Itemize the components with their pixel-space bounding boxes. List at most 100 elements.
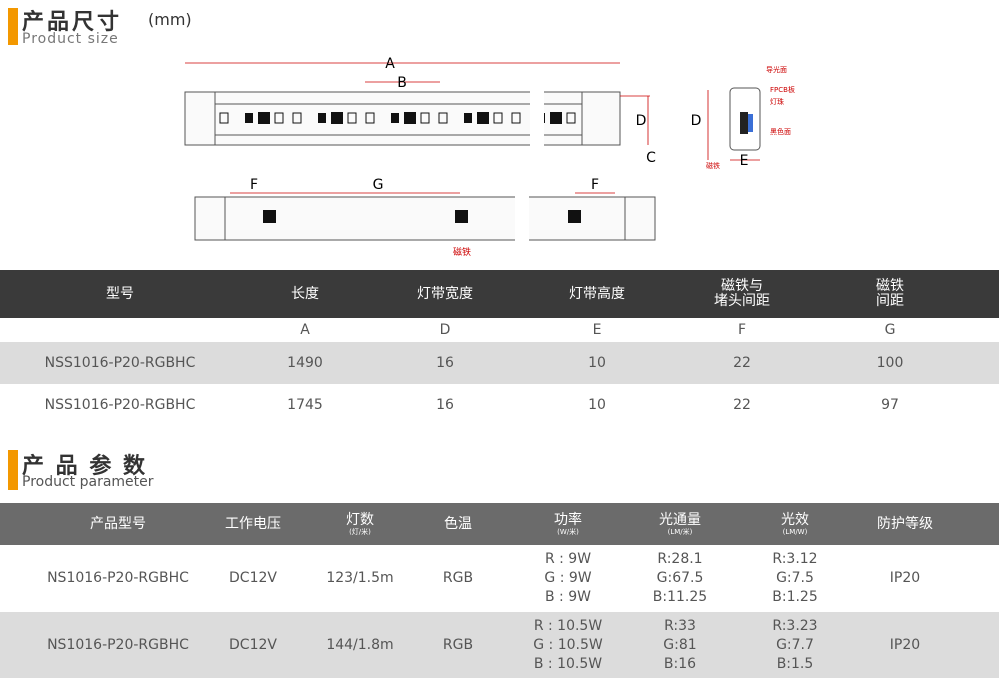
- cell-line: F: [737, 321, 747, 338]
- cell-line: NSS1016-P20-RGBHC: [44, 396, 196, 413]
- accent-bar: [8, 450, 18, 490]
- table-cell: NS1016-P20-RGBHC: [38, 545, 198, 612]
- header-line: (灯/米): [349, 527, 371, 536]
- cell-line: NS1016-P20-RGBHC: [47, 637, 189, 653]
- cell-line: 22: [733, 396, 751, 413]
- diagram-note: 导光面: [766, 65, 787, 74]
- cell-line: RGB: [442, 570, 474, 586]
- cell-line: 97: [881, 396, 899, 413]
- section-title: 产品尺寸: [22, 10, 123, 35]
- section-subtitle: Product size: [22, 31, 119, 47]
- header-line: 工作电压: [225, 516, 281, 532]
- cell-line: 10: [588, 396, 606, 413]
- diagram-note: FPCB板: [770, 85, 795, 94]
- table-header: 防护等级: [825, 503, 985, 545]
- led: [550, 112, 562, 124]
- table-header: 磁铁与 堵头间距: [662, 270, 822, 318]
- table-cell: 1490: [225, 342, 385, 384]
- header-line: (W/米): [557, 527, 579, 536]
- cell-line: 10: [588, 354, 606, 371]
- ic: [245, 113, 253, 123]
- cell-line: 100: [876, 354, 904, 371]
- table-cell: D: [365, 318, 525, 342]
- cell-line: G:7.7: [776, 637, 814, 653]
- dimension-label: C: [646, 150, 656, 166]
- table-header: 光通量 (LM/米): [600, 503, 760, 545]
- table-cell: 123/1.5m: [280, 545, 440, 612]
- ic: [274, 112, 284, 124]
- table-cell: 22: [662, 384, 822, 426]
- cell-line: NS1016-P20-RGBHC: [47, 570, 189, 586]
- section-subtitle: Product parameter: [22, 474, 154, 490]
- cell-line: R : 9W: [544, 551, 592, 567]
- cell-line: B : 9W: [545, 589, 591, 605]
- unit: (mm): [148, 10, 192, 29]
- header-line: (LM/米): [667, 527, 693, 536]
- table-cell: NSS1016-P20-RGBHC: [40, 384, 200, 426]
- header-line: 功率: [554, 511, 582, 528]
- table-cell: RGB: [378, 612, 538, 679]
- cell-line: NSS1016-P20-RGBHC: [44, 354, 196, 371]
- table-cell: F: [662, 318, 822, 342]
- header-line: 防护等级: [877, 516, 933, 532]
- cell-line: R:33: [664, 618, 696, 634]
- cell-line: 1490: [287, 354, 323, 371]
- table-cell: RGB: [378, 545, 538, 612]
- cell-line: 磁铁: [876, 278, 904, 294]
- cell-line: 长度: [291, 285, 319, 302]
- cell-line: G:81: [663, 637, 697, 653]
- table-cell: 22: [662, 342, 822, 384]
- cell-line: 1745: [287, 396, 323, 413]
- table-header: 型号: [40, 270, 200, 318]
- cell-line: 16: [436, 396, 454, 413]
- cell-line: RGB: [442, 637, 474, 653]
- cell-line: B : 10.5W: [533, 656, 603, 672]
- table-cell: R:3.23 G:7.7 B:1.5: [715, 612, 875, 679]
- cell-line: B:1.5: [776, 656, 814, 672]
- table-cell: 144/1.8m: [280, 612, 440, 679]
- led: [258, 112, 270, 124]
- led: [511, 112, 521, 124]
- table-cell: 10: [517, 384, 677, 426]
- row-band: [0, 342, 999, 384]
- table-cell: 100: [810, 342, 970, 384]
- header-line: 光效: [781, 511, 809, 528]
- table-cell: R : 9W G : 9W B : 9W: [488, 545, 648, 612]
- dimension-label: D: [636, 113, 647, 129]
- table-cell: R:3.12 G:7.5 B:1.25: [715, 545, 875, 612]
- dimension-label: E: [740, 153, 749, 169]
- cell-line: DC12V: [229, 570, 277, 586]
- cell-line: 间距: [876, 293, 904, 309]
- table-cell: R : 10.5W G : 10.5W B : 10.5W: [488, 612, 648, 679]
- table-cell: IP20: [825, 545, 985, 612]
- ic: [391, 113, 399, 123]
- ic: [464, 113, 472, 123]
- dimension-label: G: [373, 177, 384, 193]
- dimension-label: A: [385, 56, 395, 72]
- table-cell: NS1016-P20-RGBHC: [38, 612, 198, 679]
- ic: [420, 112, 430, 124]
- table-header: 光效 (LM/W): [715, 503, 875, 545]
- dimension-label: F: [591, 177, 599, 193]
- table-cell: 1745: [225, 384, 385, 426]
- table-cell: 16: [365, 342, 525, 384]
- cell-line: B:16: [663, 656, 697, 672]
- table-cell: 97: [810, 384, 970, 426]
- header-line: 色温: [444, 516, 472, 532]
- cell-line: IP20: [889, 570, 921, 586]
- cell-line: G:7.5: [776, 570, 814, 586]
- table-header: 灯带高度: [517, 270, 677, 318]
- cell-line: E: [592, 321, 602, 338]
- diagram-note: 磁铁: [453, 246, 471, 258]
- diagram-note: 灯珠: [770, 97, 784, 106]
- section-title: 产 品 参 数: [22, 454, 147, 479]
- cell-line: R:3.12: [772, 551, 818, 567]
- header-line: 光通量: [659, 511, 701, 528]
- ic: [566, 112, 576, 124]
- table-cell: 16: [365, 384, 525, 426]
- cell-line: 灯带高度: [569, 285, 625, 302]
- table-header: 功率 (W/米): [488, 503, 648, 545]
- led: [365, 112, 375, 124]
- diagram-note: 黑色面: [770, 127, 791, 136]
